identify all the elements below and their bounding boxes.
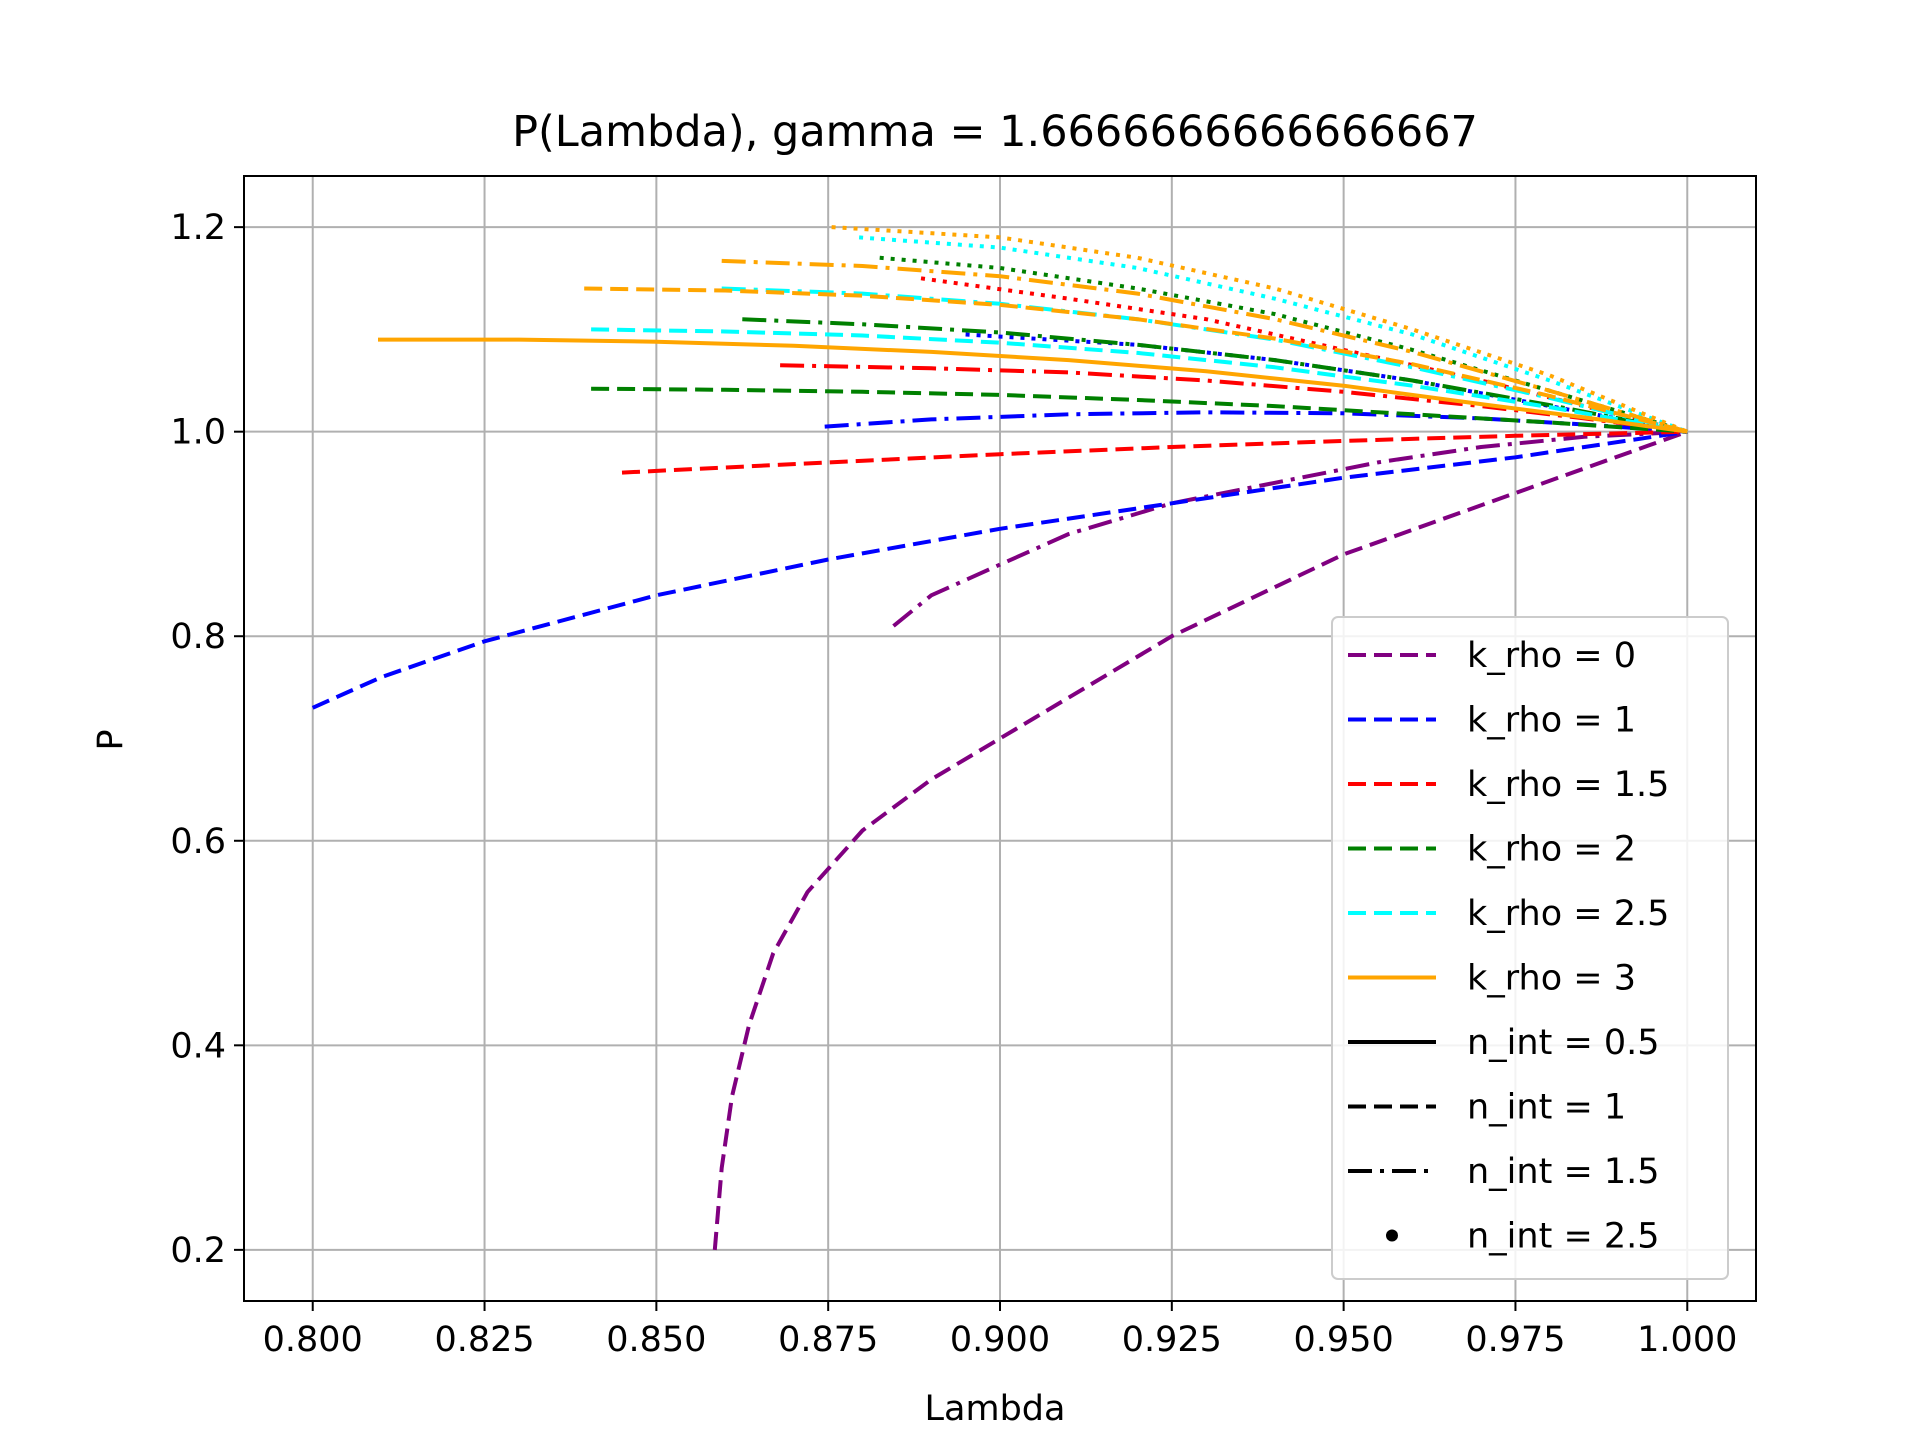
axis-ticks: 0.800 0.825 0.850 0.875 0.900 0.925 0.950 0.975… <box>170 208 1737 1360</box>
legend: k_rho = 0 k_rho = 1 k_rho = 1.5 k_rho = 2 k_… <box>1331 616 1729 1280</box>
series-line <box>591 327 1688 434</box>
legend-label: k_rho = 1 <box>1467 701 1636 741</box>
x-tick-label: 0.875 <box>778 1320 878 1360</box>
y-tick-label: 1.2 <box>170 208 226 248</box>
y-tick-label: 0.2 <box>170 1231 226 1271</box>
y-axis-label: P <box>91 729 131 750</box>
series-line <box>742 317 1688 434</box>
series-line <box>780 363 1688 434</box>
series-line <box>721 258 1688 434</box>
legend-label: n_int = 1.5 <box>1467 1152 1660 1192</box>
series-line <box>311 429 1688 710</box>
series-line <box>591 386 1688 434</box>
x-tick-label: 0.800 <box>263 1320 363 1360</box>
legend-label: k_rho = 3 <box>1467 959 1636 999</box>
series-line <box>858 235 1688 434</box>
series-line <box>892 429 1688 628</box>
x-tick-label: 0.925 <box>1122 1320 1222 1360</box>
series-line <box>831 225 1689 434</box>
y-tick-label: 1.0 <box>170 413 226 453</box>
series-lines <box>311 225 1689 1251</box>
series-line <box>712 429 1688 1251</box>
legend-label: n_int = 2.5 <box>1467 1217 1660 1257</box>
series-line <box>584 286 1688 434</box>
x-tick-label: 1.000 <box>1637 1320 1737 1360</box>
legend-label: k_rho = 1.5 <box>1467 765 1669 805</box>
x-tick-label: 0.950 <box>1294 1320 1394 1360</box>
series-line <box>721 286 1688 434</box>
legend-label: k_rho = 0 <box>1467 636 1636 676</box>
y-tick-label: 0.6 <box>170 822 226 862</box>
chart-title: P(Lambda), gamma = 1.6666666666666667 <box>512 107 1478 157</box>
legend-label: n_int = 0.5 <box>1467 1023 1660 1063</box>
legend-label: k_rho = 2.5 <box>1467 894 1669 934</box>
series-line <box>378 337 1688 434</box>
x-axis-label: Lambda <box>925 1389 1066 1429</box>
legend-marker <box>1386 1229 1398 1242</box>
series-line <box>824 410 1688 434</box>
legend-label: k_rho = 2 <box>1467 830 1636 870</box>
y-tick-label: 0.8 <box>170 617 226 657</box>
y-tick-label: 0.4 <box>170 1026 226 1066</box>
x-tick-label: 0.850 <box>606 1320 706 1360</box>
legend-label: n_int = 1 <box>1467 1088 1626 1128</box>
x-tick-label: 0.825 <box>434 1320 534 1360</box>
series-line <box>621 429 1688 475</box>
x-tick-label: 0.900 <box>950 1320 1050 1360</box>
x-tick-label: 0.975 <box>1465 1320 1565 1360</box>
